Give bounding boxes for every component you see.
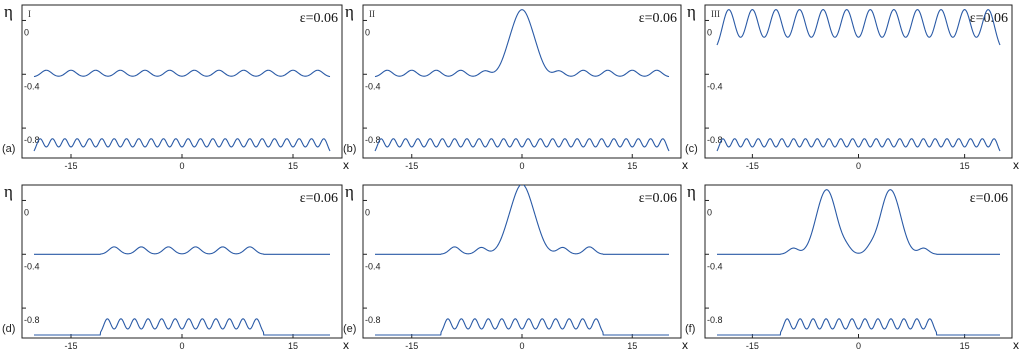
series-line-1: [33, 69, 331, 78]
axes-frame: [21, 184, 343, 339]
series-line-1: [716, 189, 1001, 255]
x-axis-label: x: [1013, 338, 1019, 352]
epsilon-label: ε=0.06: [300, 191, 338, 206]
series-line-1: [33, 246, 331, 255]
x-axis-label: x: [343, 338, 349, 352]
panel-label: (b): [343, 143, 356, 155]
y-tick-label: 0: [24, 27, 29, 37]
axes-frame: [704, 184, 1013, 339]
y-tick-label: -0.8: [24, 135, 40, 145]
epsilon-label: ε=0.06: [639, 11, 677, 26]
series-line-1: [374, 185, 670, 255]
y-tick-label: -0.4: [707, 261, 723, 271]
panel-d: 0 -0.4 -0.8 -15 0 15 η x ε=0.06 (d): [2, 182, 349, 352]
y-tick-label: -0.8: [365, 135, 381, 145]
y-tick-label: -0.8: [707, 135, 723, 145]
series-line-1: [374, 9, 670, 78]
axes-frame: [704, 4, 1013, 159]
series-line-2: [716, 318, 1001, 336]
y-axis-label: η: [4, 182, 13, 201]
x-tick-label: -15: [405, 161, 418, 171]
x-axis-label: x: [343, 158, 349, 172]
panel-label: (d): [2, 323, 15, 335]
axes-frame: [21, 4, 343, 159]
series-line-2: [33, 138, 331, 152]
x-tick-label: 0: [519, 341, 524, 351]
epsilon-label: ε=0.06: [300, 11, 338, 26]
y-axis-label: η: [687, 182, 696, 201]
panel-label: (c): [685, 143, 698, 155]
panel-e: 0 -0.4 -0.8 -15 0 15 η x ε=0.06 (e): [343, 182, 688, 352]
y-tick-label: -0.8: [24, 315, 40, 325]
y-tick-label: 0: [707, 207, 712, 217]
series-line-2: [33, 318, 331, 336]
x-tick-label: 15: [627, 341, 637, 351]
series-line-2: [374, 318, 670, 336]
x-tick-label: 0: [179, 341, 184, 351]
y-axis-label: η: [4, 2, 13, 21]
y-tick-label: -0.8: [365, 315, 381, 325]
panel-numeral: I: [28, 9, 31, 19]
x-tick-label: -15: [405, 341, 418, 351]
x-tick-label: -15: [746, 341, 759, 351]
y-tick-label: 0: [365, 27, 370, 37]
y-axis-label: η: [687, 2, 696, 21]
x-tick-label: 15: [960, 161, 970, 171]
x-tick-label: 0: [856, 341, 861, 351]
y-tick-label: -0.4: [24, 81, 40, 91]
x-tick-label: -15: [64, 161, 77, 171]
panel-numeral: III: [711, 9, 720, 19]
x-tick-label: 15: [960, 341, 970, 351]
panel-label: (f): [685, 323, 695, 335]
panel-numeral: II: [369, 9, 375, 19]
x-axis-label: x: [682, 338, 688, 352]
x-tick-label: 0: [856, 161, 861, 171]
y-tick-label: -0.4: [365, 261, 381, 271]
axes-frame: [362, 4, 682, 159]
y-tick-label: 0: [365, 207, 370, 217]
panel-f: 0 -0.4 -0.8 -15 0 15 η x ε=0.06 (f): [685, 182, 1019, 352]
panel-a: 0 -0.4 -0.8 -15 0 15 η x I ε=0.06 (a): [2, 2, 349, 172]
x-tick-label: 15: [627, 161, 637, 171]
series-line-2: [716, 138, 1001, 152]
y-axis-label: η: [345, 182, 354, 201]
x-tick-label: 15: [288, 161, 298, 171]
epsilon-label: ε=0.06: [970, 191, 1008, 206]
axes-frame: [362, 184, 682, 339]
panel-b: 0 -0.4 -0.8 -15 0 15 η x II ε=0.06 (b): [343, 2, 688, 172]
y-axis-label: η: [345, 2, 354, 21]
y-tick-label: 0: [24, 207, 29, 217]
x-tick-label: 15: [288, 341, 298, 351]
x-tick-label: 0: [179, 161, 184, 171]
epsilon-label: ε=0.06: [970, 11, 1008, 26]
y-tick-label: -0.8: [707, 315, 723, 325]
y-tick-label: -0.4: [24, 261, 40, 271]
series-line-1: [716, 9, 1001, 46]
y-tick-label: -0.4: [365, 81, 381, 91]
y-tick-label: -0.4: [707, 81, 723, 91]
epsilon-label: ε=0.06: [639, 191, 677, 206]
x-tick-label: -15: [64, 341, 77, 351]
panel-label: (e): [343, 323, 356, 335]
x-axis-label: x: [682, 158, 688, 172]
series-line-2: [374, 138, 670, 152]
x-tick-label: -15: [746, 161, 759, 171]
panel-c: 0 -0.4 -0.8 -15 0 15 η x III ε=0.06 (c): [685, 2, 1019, 172]
x-axis-label: x: [1013, 158, 1019, 172]
panel-label: (a): [2, 143, 15, 155]
y-tick-label: 0: [707, 27, 712, 37]
x-tick-label: 0: [519, 161, 524, 171]
